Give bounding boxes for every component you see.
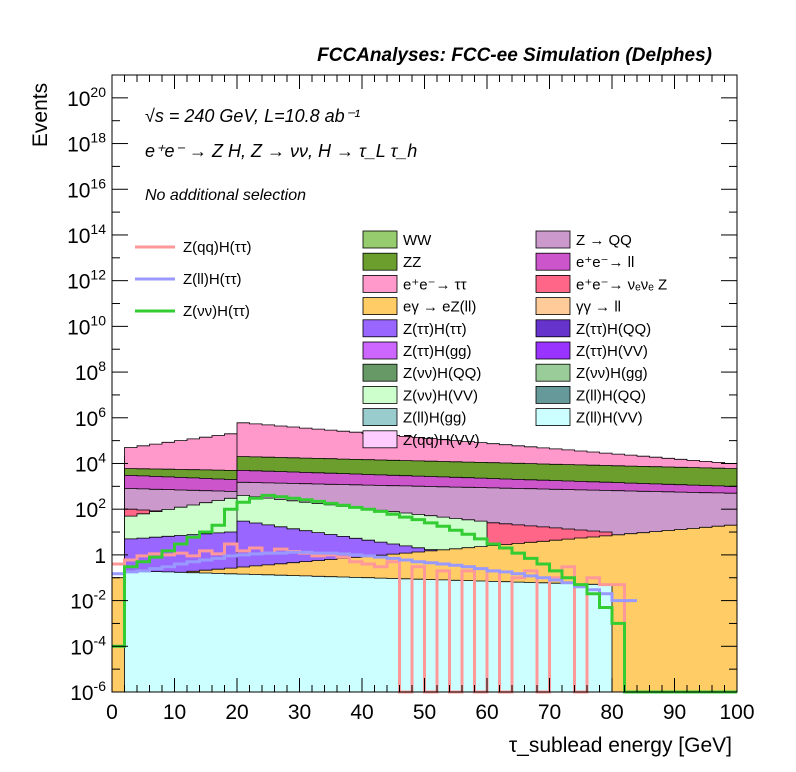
legend-label: γγ → ll [576,299,621,316]
legend-label: Z(ττ)H(gg) [403,343,472,360]
legend-label: WW [403,232,432,249]
y-tick-label: 1012 [67,267,106,294]
legend-label: Z(ττ)H(VV) [576,343,648,360]
legend-label: Z(νν)H(QQ) [403,365,481,382]
legend-swatch [362,230,398,249]
legend-label: Z → QQ [576,232,632,249]
x-tick-label: 30 [288,701,311,724]
y-tick-label: 1018 [67,130,106,157]
x-tick-label: 50 [413,701,436,724]
x-tick-label: 80 [600,701,623,724]
legend-line-label: Z(νν)H(ττ) [183,303,250,320]
legend-swatch [535,274,571,293]
legend-label: Z(ll)H(VV) [576,410,643,427]
stacked-histograms [111,422,738,693]
axis-ticks [111,75,738,693]
legend-swatch [535,319,571,338]
y-tick-label: 102 [75,495,106,522]
x-tick-label: 0 [106,701,118,724]
legend-swatch [362,430,398,449]
y-tick-label: 10-4 [70,632,106,659]
y-tick-label: 1020 [67,84,106,111]
legend-swatch [535,341,571,360]
legend-swatch [362,385,398,404]
legend-label: eγ → eZ(ll) [403,299,476,316]
y-tick-label: 10-2 [70,587,106,614]
energy-annotation: √s = 240 GeV, L=10.8 ab⁻¹ [145,106,360,126]
legend-label: e⁺e⁻→ νₑνₑ Z [576,276,667,293]
x-tick-label: 20 [225,701,248,724]
legend-label: ZZ [403,254,421,271]
legend-label: e⁺e⁻→ ττ [403,276,467,293]
legend-label: Z(ττ)H(QQ) [576,321,651,338]
process-annotation: e⁺e⁻ → Z H, Z → νν, H → τ_L τ_h [145,141,417,161]
y-tick-label: 1010 [67,312,106,339]
legend: Z(qq)H(ττ) Z(ll)H(ττ) Z(νν)H(ττ) WW ZZ e⁺e⁻→ … [135,230,667,449]
legend-line-label: Z(qq)H(ττ) [183,239,252,256]
legend-swatch [362,319,398,338]
x-tick-label: 90 [663,701,686,724]
stack-z-ll-h-vv-9 [124,570,613,693]
y-axis-title: Events [29,83,52,147]
legend-swatch [362,363,398,382]
legend-label: Z(ττ)H(ττ) [403,321,467,338]
legend-label: Z(νν)H(VV) [403,387,478,404]
legend-swatch [362,252,398,271]
legend-swatch [535,385,571,404]
x-tick-label: 100 [719,701,754,724]
x-tick-labels: 0 10 20 30 40 50 60 70 80 90 100 [106,701,754,724]
legend-label: e⁺e⁻→ ll [576,254,634,271]
legend-label: Z(qq)H(VV) [403,432,480,449]
legend-swatch [362,408,398,427]
y-tick-label: 1016 [67,175,106,202]
x-tick-label: 60 [475,701,498,724]
x-axis-title: τ_sublead energy [GeV] [509,734,732,757]
legend-swatch [535,363,571,382]
y-tick-label: 1 [94,545,106,568]
legend-label: Z(ll)H(QQ) [576,387,646,404]
legend-swatch [362,274,398,293]
y-tick-label: 108 [75,358,106,385]
legend-swatch [535,230,571,249]
x-tick-label: 10 [163,701,186,724]
y-tick-label: 106 [75,404,106,431]
y-tick-labels: 10-6 10-4 10-2 1 102 104 106 108 1010 1012 1014 101… [67,84,106,705]
x-tick-label: 40 [350,701,373,724]
legend-label: Z(ll)H(gg) [403,410,466,427]
legend-swatch [535,252,571,271]
line-series-1 [112,550,637,603]
legend-swatch [535,297,571,316]
legend-line-label: Z(ll)H(ττ) [183,271,242,288]
y-tick-label: 10-6 [70,678,106,705]
legend-swatch [362,341,398,360]
y-tick-label: 104 [75,449,106,476]
y-tick-label: 1014 [67,221,106,248]
x-tick-label: 70 [538,701,561,724]
legend-swatch [535,408,571,427]
line-series-2 [112,493,737,694]
legend-label: Z(νν)H(gg) [576,365,648,382]
chart-title: FCCAnalyses: FCC-ee Simulation (Delphes) [317,45,712,66]
selection-annotation: No additional selection [145,187,306,204]
legend-swatch [362,297,398,316]
